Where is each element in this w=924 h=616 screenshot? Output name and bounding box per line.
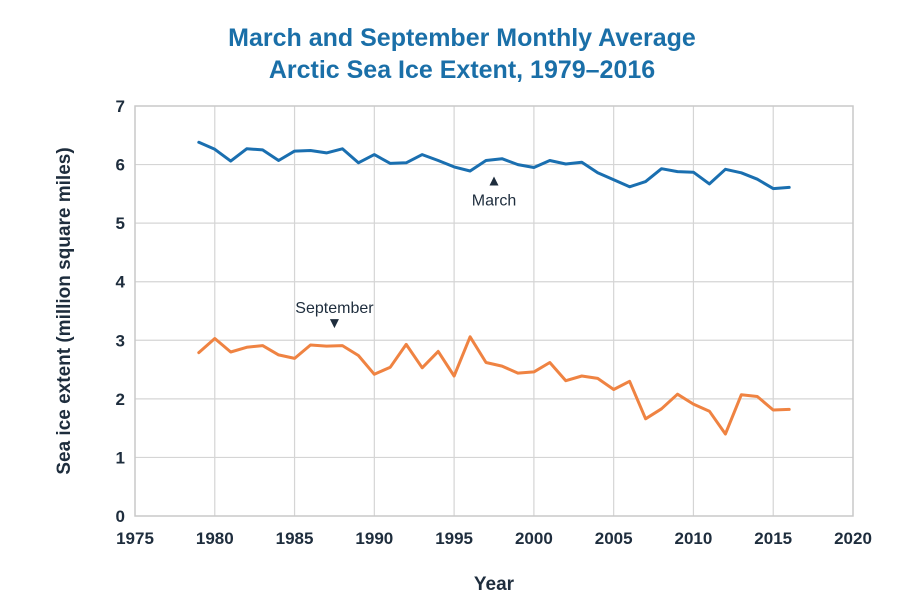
x-tick-label: 1980 [196, 529, 234, 548]
y-tick-label: 4 [116, 273, 126, 292]
x-tick-label: 2015 [754, 529, 792, 548]
annotations: March September [295, 176, 516, 329]
plot-frame [134, 105, 854, 517]
x-tick-label: 2020 [834, 529, 872, 548]
annotation-label-march: March [472, 192, 516, 209]
x-tick-label: 1985 [276, 529, 314, 548]
x-tick-label: 1975 [116, 529, 154, 548]
y-axis: 0 1 2 3 4 5 6 7 [116, 97, 126, 526]
x-tick-label: 1990 [355, 529, 393, 548]
x-axis: 1975 1980 1985 1990 1995 2000 2005 2010 2015 2020 [116, 529, 872, 548]
y-tick-label: 6 [116, 156, 125, 175]
chart-title-line1: March and September Monthly Average [228, 24, 696, 52]
x-tick-label: 2010 [675, 529, 713, 548]
y-tick-label: 1 [116, 448, 125, 467]
y-tick-label: 7 [116, 97, 125, 116]
y-tick-label: 2 [116, 390, 125, 409]
y-tick-label: 3 [116, 331, 125, 350]
series-line-september [197, 335, 791, 436]
y-tick-label: 0 [116, 507, 125, 526]
series-line-march [197, 140, 791, 191]
grid [135, 106, 853, 516]
chart-title-line2: Arctic Sea Ice Extent, 1979–2016 [268, 56, 656, 84]
chart-title: March and September Monthly Average Arct… [0, 22, 924, 86]
y-tick-label: 5 [116, 214, 125, 233]
annotation-arrow-march [489, 176, 499, 186]
annotation-label-september: September [295, 300, 374, 317]
x-tick-label: 1995 [435, 529, 473, 548]
x-tick-label: 2005 [595, 529, 633, 548]
series-group [197, 140, 791, 436]
y-axis-title: Sea ice extent (million square miles) [54, 147, 75, 474]
annotation-arrow-september [329, 319, 339, 329]
x-axis-title: Year [474, 574, 515, 595]
x-tick-label: 2000 [515, 529, 553, 548]
